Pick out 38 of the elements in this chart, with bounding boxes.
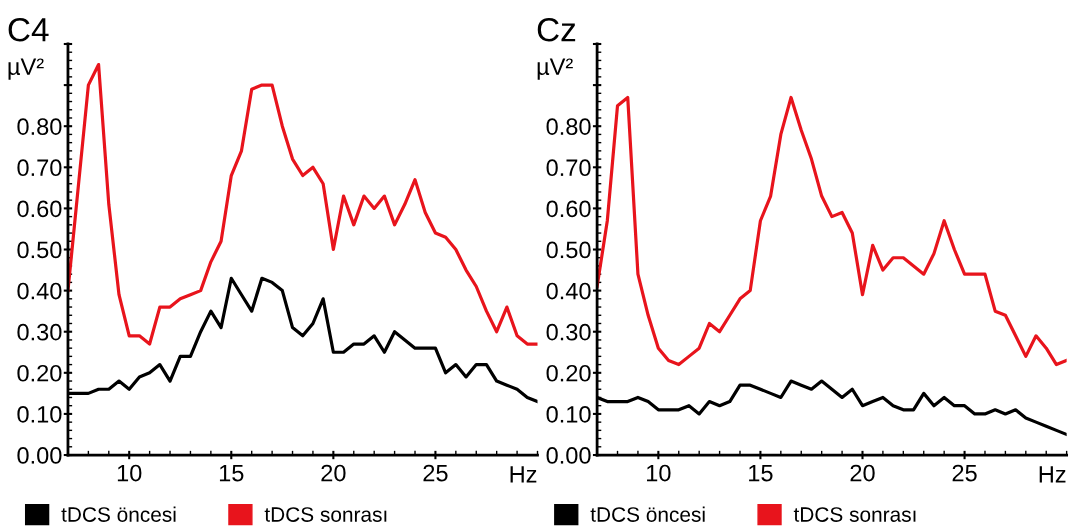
x-axis-title: Hz: [510, 466, 537, 483]
y-tick-label: 0.30: [17, 323, 62, 341]
line-series: [67, 62, 538, 346]
x-tick-label: 25: [423, 464, 448, 482]
y-tick-label: 0.50: [17, 241, 62, 259]
x-tick-label: 10: [647, 464, 671, 482]
y-tick-label: 0.00: [546, 447, 591, 464]
y-axis-title: µV²: [537, 58, 573, 80]
y-tick-label: 0.10: [17, 405, 62, 423]
x-tick-label: 25: [952, 464, 977, 482]
legend-label: tDCS öncesi: [61, 506, 176, 522]
y-tick-label: 0.60: [546, 200, 591, 218]
x-tick-label: 10: [117, 464, 142, 482]
y-tick-label: 0.30: [546, 323, 591, 341]
legend-label: tDCS öncesi: [590, 506, 705, 522]
chart-title: C4: [8, 17, 49, 42]
y-tick-label: 0.20: [546, 364, 591, 382]
legend-label: tDCS sonrası: [793, 507, 916, 522]
x-tick-label: 15: [219, 464, 244, 482]
y-tick-label: 0.60: [17, 200, 62, 218]
y-tick-label: 0.80: [17, 118, 62, 135]
x-tick-label: 15: [749, 464, 773, 482]
y-tick-label: 0.40: [546, 282, 591, 300]
x-tick-label: 20: [321, 464, 346, 482]
x-tick-label: 20: [850, 464, 875, 482]
x-axis-title: Hz: [1039, 466, 1066, 483]
y-tick-label: 0.70: [17, 159, 62, 177]
line-series: [597, 95, 1067, 367]
y-tick-label: 0.70: [546, 159, 591, 177]
y-tick-label: 0.10: [546, 405, 591, 423]
y-axis-title: µV²: [8, 58, 44, 80]
y-tick-label: 0.20: [17, 364, 62, 382]
y-tick-label: 0.80: [546, 118, 591, 135]
chart-title: Cz: [537, 17, 576, 42]
y-tick-label: 0.50: [546, 241, 591, 259]
y-tick-label: 0.00: [17, 447, 62, 464]
legend-label: tDCS sonrası: [264, 507, 387, 522]
y-tick-label: 0.40: [17, 282, 62, 300]
